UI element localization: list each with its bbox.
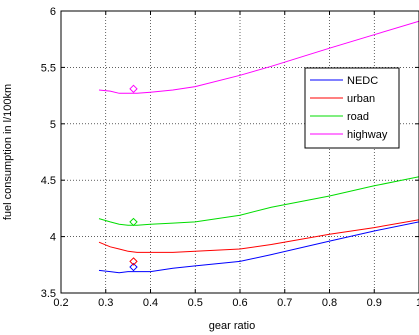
y-tick-label: 5.5 <box>41 62 56 74</box>
legend-box <box>304 67 400 149</box>
x-tick-label: 0.7 <box>277 297 292 309</box>
x-axis-label: gear ratio <box>209 320 255 332</box>
legend: NEDC urban road highway <box>304 67 400 149</box>
series-line-highway <box>98 20 419 94</box>
x-tick-label: 0.8 <box>322 297 337 309</box>
series-line-urban <box>98 219 419 253</box>
series-lines <box>98 20 419 274</box>
y-tick-label: 4.5 <box>41 175 56 187</box>
optimum-marker-NEDC <box>129 262 138 272</box>
x-tick-label: 1 <box>416 297 419 309</box>
x-tick-label: 0.6 <box>232 297 247 309</box>
legend-label-highway: highway <box>347 129 388 141</box>
y-axis-label: fuel consumption in l/100km <box>2 84 14 220</box>
x-tick-label: 0.2 <box>53 297 68 309</box>
y-tick-label: 3.5 <box>41 288 56 300</box>
x-tick-label: 0.9 <box>367 297 382 309</box>
y-tick-label: 4 <box>50 232 56 244</box>
legend-label-NEDC: NEDC <box>347 75 378 87</box>
x-tick-label: 0.4 <box>143 297 158 309</box>
y-tick-label: 6 <box>50 6 56 18</box>
optimum-marker-highway <box>129 84 138 94</box>
series-line-road <box>98 176 419 226</box>
x-tick-label: 0.3 <box>98 297 113 309</box>
optimum-marker-urban <box>129 257 138 266</box>
axis-ticks: 0.2 0.3 0.4 0.5 0.6 0.7 0.8 0.9 1 3.5 4 4.5 5 5.5 6 <box>41 6 419 309</box>
series-line-NEDC <box>98 221 419 274</box>
x-tick-label: 0.5 <box>188 297 203 309</box>
optimum-marker-road <box>129 217 138 227</box>
grid-lines <box>61 11 419 293</box>
legend-label-urban: urban <box>347 93 375 105</box>
y-tick-label: 5 <box>50 119 56 131</box>
legend-label-road: road <box>347 111 369 123</box>
